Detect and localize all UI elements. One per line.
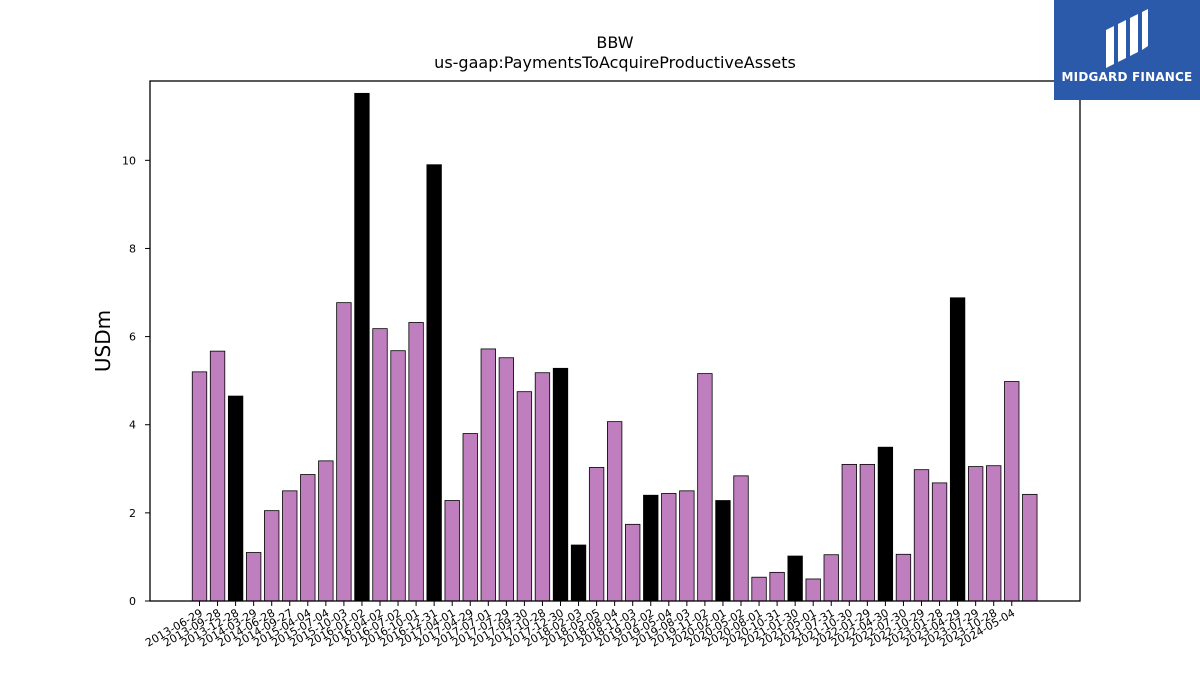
bar [245,552,262,602]
bar [859,463,875,602]
bar [300,474,316,602]
bar [191,371,208,602]
plot-frame [149,80,1081,602]
bar [733,475,749,602]
bar [931,482,948,602]
bar [643,494,659,602]
bar [462,433,478,602]
bar [823,554,839,602]
bar [697,373,713,602]
bar [552,367,569,602]
bar [679,490,695,602]
bar [426,164,442,602]
chart-subtitle: us-gaap:PaymentsToAcquireProductiveAsset… [434,53,796,72]
bar [354,92,370,602]
bar [408,322,424,602]
bar [661,493,677,602]
bar [372,328,388,602]
bar [949,297,966,602]
y-tick-label: 4 [129,419,136,432]
bar [787,555,803,602]
bars-group [191,92,1038,602]
y-tick-label: 8 [129,242,136,255]
bar [209,350,226,602]
bar [715,500,731,602]
bar [534,372,551,602]
bar [498,357,515,602]
brand-logo: MIDGARD FINANCE [1054,0,1200,100]
logo-text: MIDGARD FINANCE [1061,70,1193,84]
bar [318,460,334,602]
chart-title: BBW [596,33,633,52]
bar [570,544,587,602]
bar [390,350,406,602]
y-tick-label: 2 [129,507,136,520]
bar [913,469,930,602]
y-tick-label: 0 [129,595,136,608]
bar [625,523,641,602]
y-tick-label: 6 [129,331,136,344]
bar [1022,493,1038,602]
bar [336,302,352,602]
bar [607,421,623,602]
bar [986,465,1002,602]
bar [841,463,857,602]
y-axis-label: USDm [91,310,115,372]
y-tick-label: 10 [122,154,136,167]
bar [751,576,767,602]
bar [877,446,894,602]
bar [227,395,244,602]
bar [588,467,605,602]
bar [444,500,460,602]
y-axis-ticks: 0 2 4 6 8 10 [122,154,150,608]
bar [769,571,785,602]
bar [805,578,821,602]
bar [282,490,298,602]
bar [968,466,984,602]
bar [1004,381,1020,602]
bar [480,348,496,602]
bar [264,510,280,602]
logo-mark-icon [1106,9,1148,68]
bar [516,391,533,602]
x-axis-ticks: 2013-06-292013-09-282013-12-282014-03-29… [143,601,1017,650]
bar [895,553,912,602]
